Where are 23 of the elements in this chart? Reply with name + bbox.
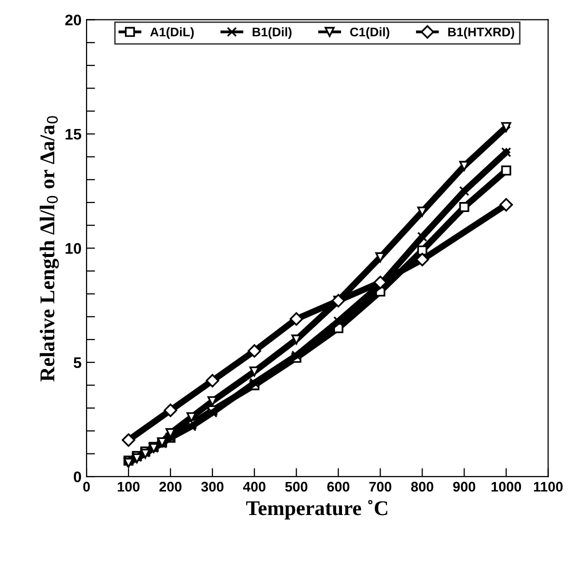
x-tick-label: 500 (285, 482, 308, 492)
x-tick-label: 100 (118, 482, 140, 492)
x-tick-label: 700 (369, 482, 392, 492)
y-tick-label: 10 (66, 243, 82, 254)
legend-label: C1(Dil) (350, 27, 390, 39)
x-tick-label: 0 (83, 482, 90, 492)
x-tick-label: 1100 (534, 482, 563, 492)
y-tick-label: 5 (74, 357, 82, 368)
x-tick-label: 900 (453, 482, 476, 492)
x-tick-label: 400 (243, 482, 266, 492)
x-tick-label: 300 (201, 482, 224, 492)
x-tick-label: 800 (411, 482, 434, 492)
x-tick-label: 200 (159, 482, 182, 492)
y-tick-label: 15 (66, 128, 82, 140)
y-axis-title: Relative Length Δl/l$_{0}$ or Δa/a$_{0}$ (40, 116, 59, 382)
x-tick-label: 1000 (492, 482, 522, 492)
legend-label: A1(DiL) (150, 27, 194, 39)
y-tick-label: 20 (65, 14, 82, 26)
legend-label: B1(HTXRD) (448, 27, 514, 39)
legend-label: B1(Dil) (252, 27, 292, 39)
y-tick-label: 0 (74, 471, 82, 482)
x-axis-title: Temperature ˚C (246, 500, 388, 520)
x-tick-label: 600 (327, 482, 350, 492)
